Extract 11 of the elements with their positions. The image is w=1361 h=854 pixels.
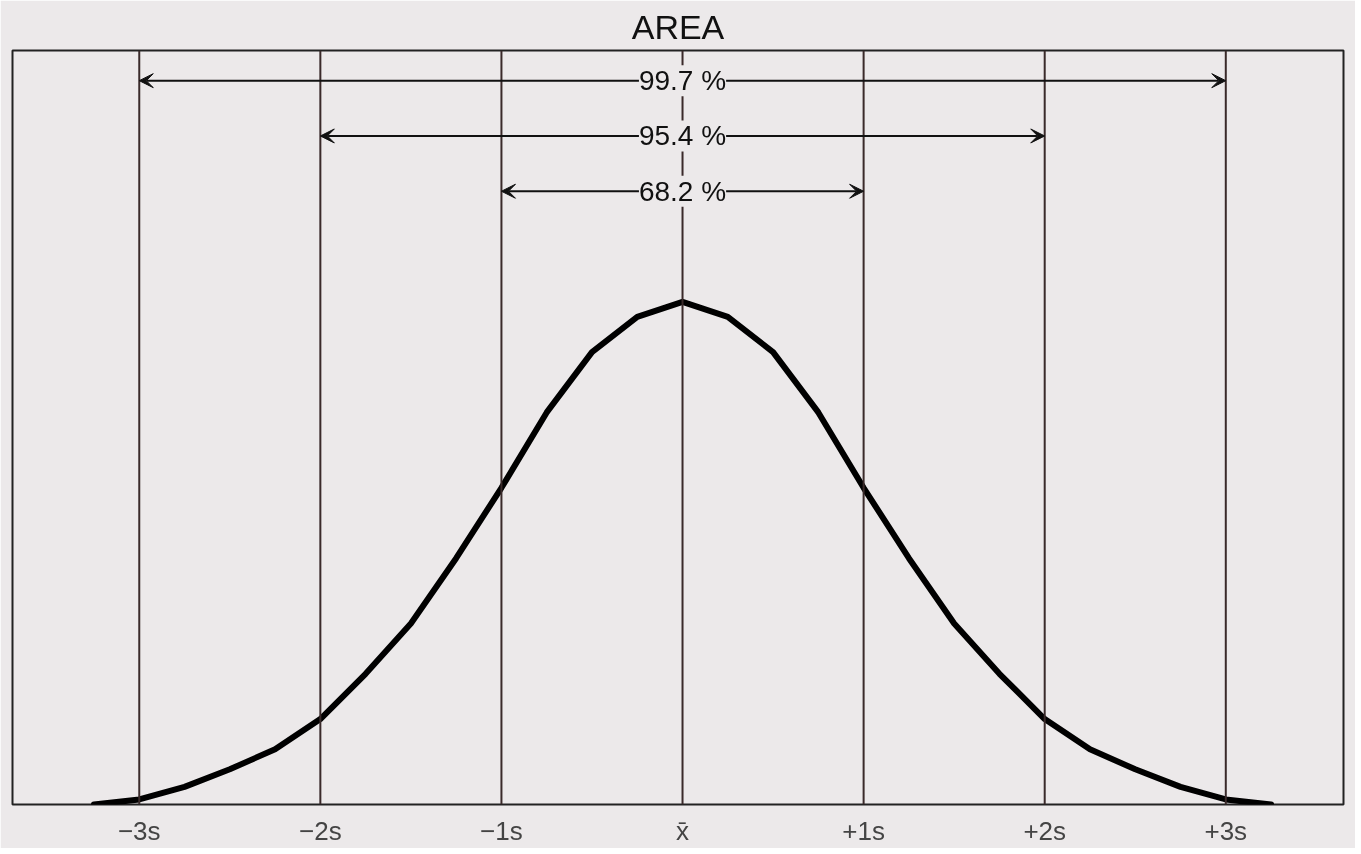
x-tick-label: +1s [842,815,885,846]
x-tick-label: −3s [117,815,161,846]
x-tick-label: −1s [480,815,523,846]
x-tick-label: x̄ [676,815,690,846]
text: 68.2 % [638,175,727,207]
x-tick-label: +3s [1204,815,1248,846]
x-tick-label: +2s [1023,815,1067,846]
x-tick-label: −2s [299,815,342,846]
text: 95.4 % [638,120,727,152]
text: 99.7 % [638,65,727,97]
chart-title: AREA [631,7,725,46]
